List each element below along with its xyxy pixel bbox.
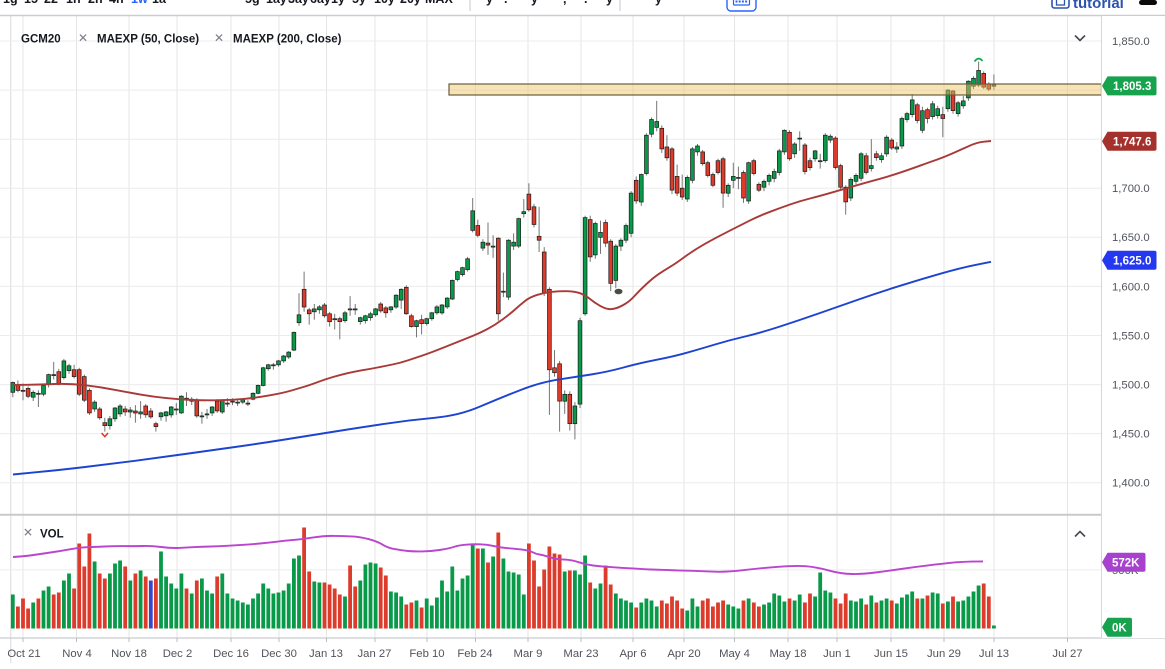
svg-text:y: y bbox=[655, 0, 662, 6]
svg-text:22: 22 bbox=[44, 0, 58, 6]
svg-text:1,650.0: 1,650.0 bbox=[1112, 232, 1150, 244]
svg-text:Nov 18: Nov 18 bbox=[111, 648, 147, 660]
svg-text:1,500.0: 1,500.0 bbox=[1112, 380, 1150, 392]
svg-text:1,850.0: 1,850.0 bbox=[1112, 36, 1150, 48]
svg-text:1,550.0: 1,550.0 bbox=[1112, 330, 1150, 342]
svg-text:1a: 1a bbox=[152, 0, 167, 6]
svg-text:.: . bbox=[504, 0, 507, 6]
svg-text:20y: 20y bbox=[400, 0, 421, 6]
svg-text:Apr 6: Apr 6 bbox=[619, 648, 646, 660]
svg-text:6ay: 6ay bbox=[310, 0, 331, 6]
svg-text:1h: 1h bbox=[66, 0, 81, 6]
svg-text:1,600.0: 1,600.0 bbox=[1112, 281, 1150, 293]
svg-text:10y: 10y bbox=[374, 0, 395, 6]
svg-text:Dec 30: Dec 30 bbox=[261, 648, 297, 660]
svg-text:Feb 24: Feb 24 bbox=[457, 648, 492, 660]
svg-text:572K: 572K bbox=[1112, 557, 1140, 569]
svg-text:Mar 23: Mar 23 bbox=[563, 648, 598, 660]
svg-text:1,625.0: 1,625.0 bbox=[1113, 255, 1151, 267]
svg-text:15: 15 bbox=[24, 0, 38, 6]
svg-text:2h: 2h bbox=[88, 0, 103, 6]
svg-text:y: y bbox=[531, 0, 538, 6]
svg-text:Apr 20: Apr 20 bbox=[667, 648, 700, 660]
svg-text:MAEXP (200, Close): MAEXP (200, Close) bbox=[233, 34, 342, 46]
svg-text:,: , bbox=[563, 0, 566, 6]
svg-text:y: y bbox=[606, 0, 613, 6]
svg-text:1ay: 1ay bbox=[266, 0, 287, 6]
svg-text:Jun 1: Jun 1 bbox=[823, 648, 851, 660]
svg-text:VOL: VOL bbox=[40, 529, 64, 541]
svg-text:Jul 13: Jul 13 bbox=[979, 648, 1009, 660]
svg-text:4h: 4h bbox=[109, 0, 124, 6]
svg-text:5g: 5g bbox=[245, 0, 260, 6]
svg-text:Jul 27: Jul 27 bbox=[1052, 648, 1082, 660]
svg-text:1,400.0: 1,400.0 bbox=[1112, 478, 1150, 490]
svg-text:Jun 29: Jun 29 bbox=[927, 648, 961, 660]
svg-text:Jan 13: Jan 13 bbox=[309, 648, 343, 660]
svg-text:5y: 5y bbox=[352, 0, 366, 6]
svg-text:1w: 1w bbox=[131, 0, 148, 6]
svg-text:Nov 4: Nov 4 bbox=[62, 648, 92, 660]
svg-text:Jan 27: Jan 27 bbox=[358, 648, 392, 660]
svg-text:MAX: MAX bbox=[425, 0, 453, 6]
svg-text:Dec 2: Dec 2 bbox=[163, 648, 193, 660]
svg-text:1,700.0: 1,700.0 bbox=[1112, 183, 1150, 195]
svg-text:GCM20: GCM20 bbox=[21, 34, 61, 46]
svg-text:Dec 16: Dec 16 bbox=[213, 648, 249, 660]
svg-text:Feb 10: Feb 10 bbox=[409, 648, 444, 660]
svg-text:✕: ✕ bbox=[214, 31, 224, 45]
svg-text:May 18: May 18 bbox=[769, 648, 806, 660]
svg-text:Jun 15: Jun 15 bbox=[874, 648, 908, 660]
svg-text:0K: 0K bbox=[1112, 622, 1127, 634]
svg-text:.: . bbox=[584, 0, 587, 6]
svg-text:y: y bbox=[486, 0, 493, 6]
svg-text:1g: 1g bbox=[3, 0, 18, 6]
svg-text:1,805.3: 1,805.3 bbox=[1113, 81, 1151, 93]
svg-text:✕: ✕ bbox=[23, 526, 33, 540]
svg-text:✕: ✕ bbox=[78, 31, 88, 45]
svg-text:MAEXP (50, Close): MAEXP (50, Close) bbox=[97, 34, 199, 46]
svg-text:1,747.6: 1,747.6 bbox=[1113, 136, 1151, 148]
svg-text:1y: 1y bbox=[331, 0, 345, 6]
svg-text:Mar 9: Mar 9 bbox=[514, 648, 543, 660]
svg-text:Oct 21: Oct 21 bbox=[7, 648, 40, 660]
svg-text:3ay: 3ay bbox=[288, 0, 309, 6]
svg-text:1,450.0: 1,450.0 bbox=[1112, 429, 1150, 441]
svg-text:tutorial: tutorial bbox=[1073, 0, 1124, 12]
svg-text:May 4: May 4 bbox=[719, 648, 750, 660]
